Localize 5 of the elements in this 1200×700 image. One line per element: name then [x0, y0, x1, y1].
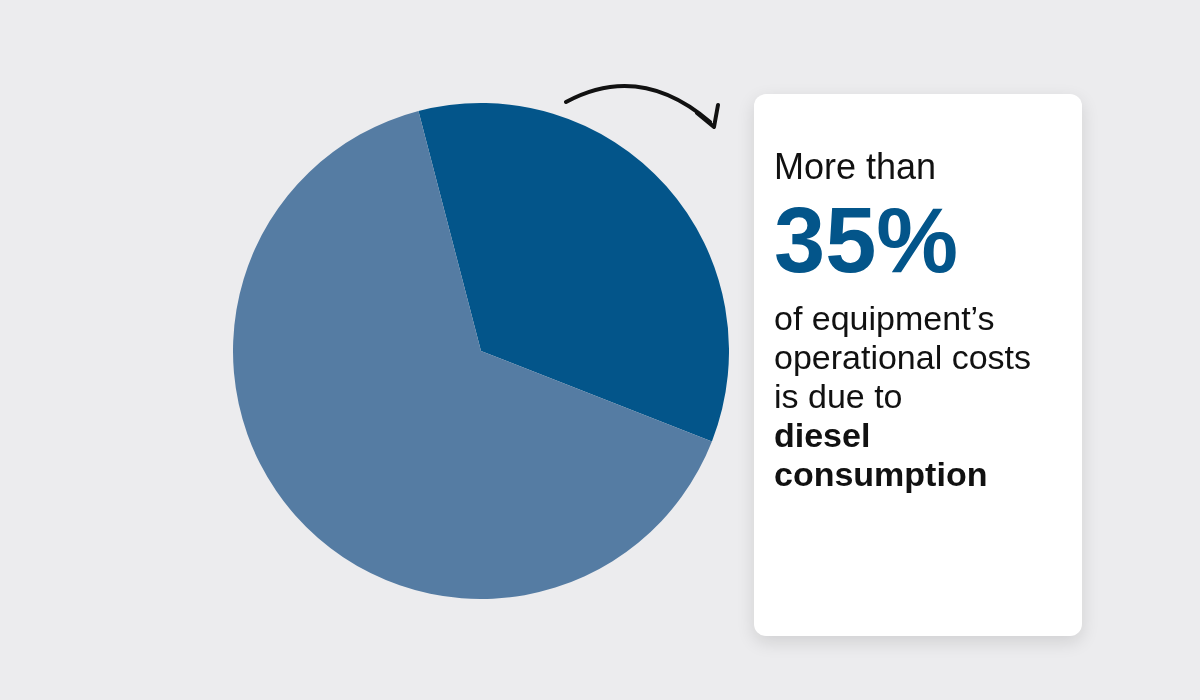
text: 35%: [774, 189, 960, 291]
pie-slice: [418, 103, 729, 442]
text: More than: [774, 146, 938, 188]
text: diesel consumption: [774, 415, 989, 495]
pie-slice: [233, 111, 712, 599]
